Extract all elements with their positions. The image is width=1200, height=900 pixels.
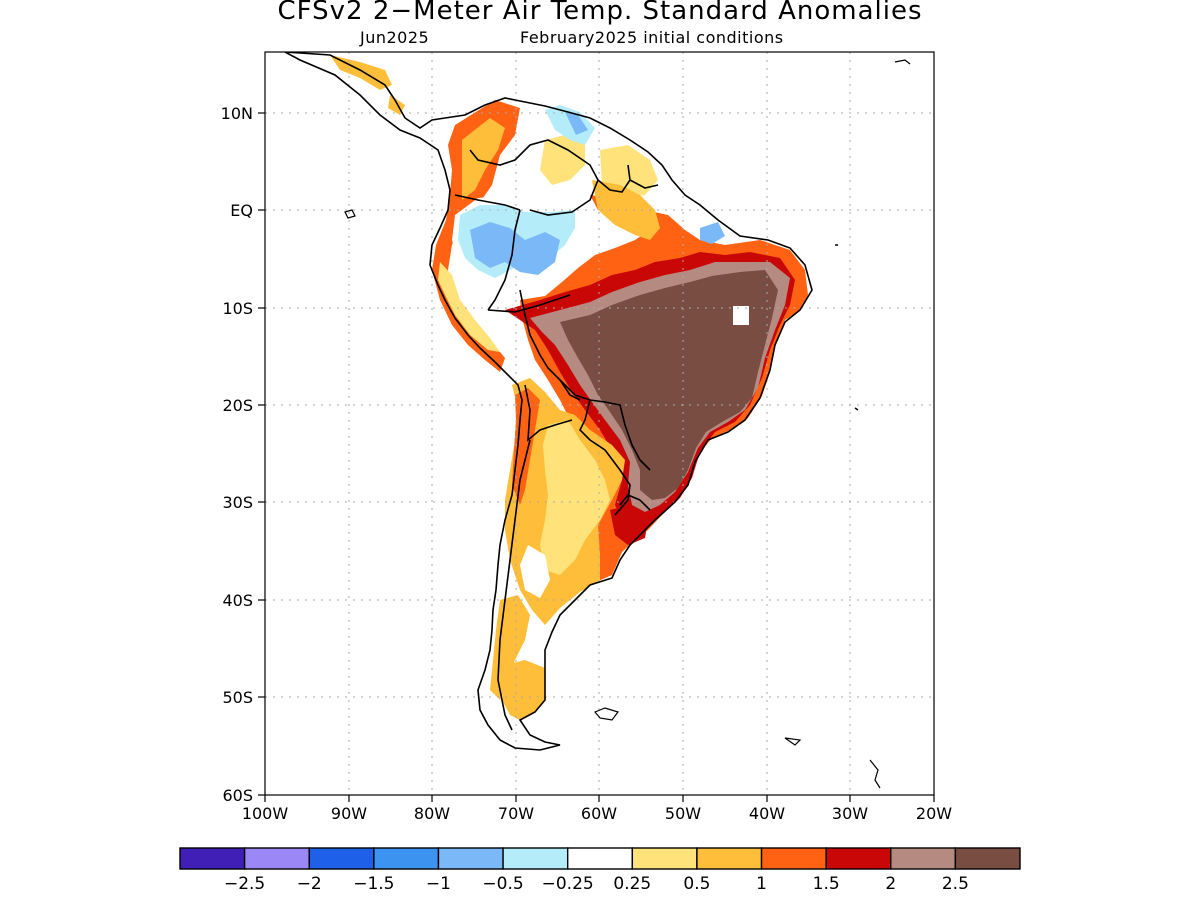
lat-tick-label: 20S — [222, 396, 253, 415]
lon-tick-label: 20W — [916, 804, 952, 823]
colorbar-label: −0.5 — [482, 874, 523, 894]
colorbar-swatch — [373, 847, 440, 870]
colorbar-swatch — [631, 847, 698, 870]
colorbar-label: 1 — [756, 874, 767, 894]
lon-tick-label: 30W — [832, 804, 868, 823]
colorbar-label: −2 — [297, 874, 322, 894]
colorbar-label: −1 — [426, 874, 451, 894]
colorbar-swatch — [825, 847, 892, 870]
colorbar-swatch — [502, 847, 569, 870]
map-title: CFSv2 2−Meter Air Temp. Standard Anomali… — [277, 0, 923, 26]
longitude-axis: 100W 90W 80W 70W 60W 50W 40W 30W 20W — [242, 804, 952, 823]
lat-tick-label: 10N — [221, 104, 253, 123]
axis-ticks — [258, 112, 935, 802]
lon-tick-label: 100W — [242, 804, 289, 823]
colorbar-label: 2.5 — [942, 874, 969, 894]
forecast-month: Jun2025 — [360, 28, 430, 47]
lon-tick-label: 70W — [498, 804, 534, 823]
colorbar-label: 0.5 — [683, 874, 710, 894]
colorbar — [179, 847, 1021, 870]
colorbar-labels: −2.5 −2 −1.5 −1 −0.5 −0.25 0.25 0.5 1 1.5 2 2.5 — [224, 874, 969, 894]
colorbar-label: −2.5 — [224, 874, 265, 894]
lat-tick-label: 40S — [222, 591, 253, 610]
colorbar-swatch — [954, 847, 1021, 870]
lat-tick-label: EQ — [230, 201, 253, 220]
colorbar-label: 2 — [885, 874, 896, 894]
colorbar-swatch — [179, 847, 246, 870]
lon-tick-label: 80W — [414, 804, 450, 823]
lon-tick-label: 90W — [331, 804, 367, 823]
colorbar-label: 0.25 — [613, 874, 651, 894]
colorbar-label: −0.25 — [542, 874, 594, 894]
lon-tick-label: 40W — [749, 804, 785, 823]
lat-tick-label: 50S — [222, 688, 253, 707]
lat-tick-label: 60S — [222, 786, 253, 805]
colorbar-swatch — [437, 847, 504, 870]
lat-tick-label: 30S — [222, 493, 253, 512]
anomaly-shading — [285, 52, 812, 750]
initial-conditions-label: February2025 initial conditions — [520, 28, 784, 47]
colorbar-swatch — [696, 847, 763, 870]
latitude-axis: 10N EQ 10S 20S 30S 40S 50S 60S — [221, 104, 253, 805]
colorbar-label: 1.5 — [813, 874, 840, 894]
colorbar-swatch — [890, 847, 957, 870]
colorbar-swatch — [243, 847, 310, 870]
lon-tick-label: 50W — [665, 804, 701, 823]
colorbar-swatch — [308, 847, 375, 870]
lon-tick-label: 60W — [581, 804, 617, 823]
coastlines — [284, 52, 911, 789]
colorbar-label: −1.5 — [353, 874, 394, 894]
colorbar-swatch — [566, 847, 634, 870]
lat-tick-label: 10S — [222, 299, 253, 318]
colorbar-swatch — [760, 847, 827, 870]
